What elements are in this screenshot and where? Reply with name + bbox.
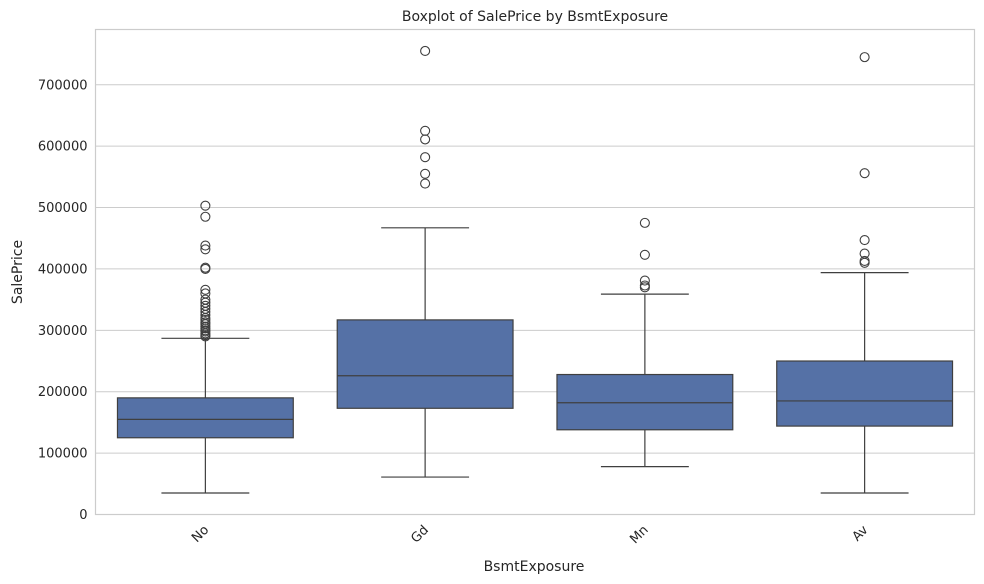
outlier-point: [200, 284, 211, 295]
outlier-point: [859, 235, 870, 246]
y-tick-label: 400000: [38, 262, 88, 277]
box-group-no: [116, 200, 294, 494]
x-tick-label: Av: [850, 523, 872, 545]
outlier-point: [859, 248, 870, 259]
iqr-box: [556, 373, 734, 431]
y-tick-label: 200000: [38, 385, 88, 400]
outlier-point: [420, 125, 431, 136]
y-tick-labels: 0 100000 200000 300000 400000 500000 600000 700…: [38, 78, 88, 523]
iqr-box: [116, 397, 294, 439]
plot-frame: [94, 28, 976, 516]
outlier-point: [200, 244, 211, 255]
outlier-point: [420, 45, 431, 57]
outlier-point: [200, 211, 211, 222]
y-tick-label: 100000: [38, 447, 88, 462]
outlier-point: [859, 255, 870, 266]
outlier-point: [200, 317, 211, 328]
x-tick-labels: No Gd Mn Av: [189, 523, 872, 548]
boxes: [116, 45, 954, 494]
outlier-point: [639, 217, 650, 228]
y-axis-label: SalePrice: [10, 240, 26, 304]
outlier-point: [639, 249, 650, 260]
y-tick-label: 700000: [38, 78, 88, 93]
outlier-point: [420, 168, 431, 179]
outlier-point: [200, 240, 211, 251]
outlier-point: [200, 288, 211, 299]
y-tick-label: 600000: [38, 140, 88, 155]
y-tick-label: 300000: [38, 324, 88, 339]
iqr-box: [336, 319, 514, 409]
outlier-point: [420, 178, 431, 189]
x-tick-label: Gd: [408, 523, 432, 547]
x-tick-label: No: [189, 523, 212, 546]
outlier-point: [420, 134, 431, 145]
outlier-point: [639, 280, 650, 291]
outlier-point: [420, 152, 431, 163]
chart-title: Boxplot of SalePrice by BsmtExposure: [402, 9, 668, 25]
x-axis-label: BsmtExposure: [484, 559, 585, 575]
box-group-gd: [336, 45, 514, 478]
outlier-point: [859, 168, 870, 179]
box-group-av: [776, 52, 954, 494]
outlier-point: [639, 275, 650, 286]
y-tick-label: 500000: [38, 201, 88, 216]
outlier-point: [859, 52, 870, 63]
outlier-point: [200, 294, 211, 305]
x-tick-label: Mn: [627, 523, 651, 547]
outlier-point: [200, 300, 211, 311]
gridlines: [95, 84, 975, 515]
y-tick-label: 0: [79, 508, 87, 523]
box-group-mn: [556, 217, 734, 468]
outlier-point: [200, 200, 211, 211]
iqr-box: [776, 360, 954, 427]
outlier-point: [200, 262, 211, 273]
